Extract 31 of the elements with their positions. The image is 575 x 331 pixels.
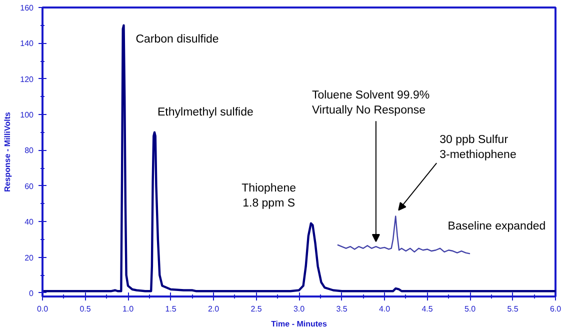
annotation: 30 ppb Sulfur 3-methiophene bbox=[440, 134, 516, 162]
x-tick-label: 4.5 bbox=[422, 304, 434, 314]
y-tick-label: 140 bbox=[20, 39, 34, 48]
x-tick-label: 1.5 bbox=[165, 304, 177, 314]
y-tick-label: 20 bbox=[24, 253, 34, 262]
annotation: Baseline expanded bbox=[448, 220, 546, 232]
x-tick-label: 5.0 bbox=[464, 304, 476, 314]
annotation: Carbon disulfide bbox=[136, 33, 219, 46]
x-tick-label: 3.0 bbox=[293, 304, 306, 314]
y-tick-label: 80 bbox=[24, 146, 34, 156]
x-tick-label: 1.0 bbox=[122, 304, 134, 314]
y-tick-label: 60 bbox=[24, 182, 34, 191]
y-tick-label: 160 bbox=[20, 4, 34, 12]
annotation: Thiophene 1.8 ppm S bbox=[242, 182, 296, 210]
y-tick-label: 120 bbox=[20, 74, 34, 84]
x-tick-label: 5.5 bbox=[507, 304, 519, 314]
annotation: Toluene Solvent 99.9% Virtually No Response bbox=[312, 90, 430, 117]
x-tick-label: 3.5 bbox=[336, 304, 348, 314]
x-tick-label: 2.0 bbox=[208, 304, 220, 314]
line-series bbox=[42, 24, 556, 292]
x-axis-title: Time - Minutes bbox=[271, 320, 328, 328]
y-tick-label: 0 bbox=[29, 288, 34, 298]
x-tick-label: 6.0 bbox=[550, 304, 562, 314]
x-tick-label: 2.5 bbox=[250, 304, 262, 314]
x-tick-label: 0.5 bbox=[80, 304, 92, 314]
x-tick-label: 4.0 bbox=[378, 304, 391, 314]
annotation: Ethylmethyl sulfide bbox=[158, 106, 254, 118]
x-tick-label: 0.0 bbox=[36, 304, 49, 314]
y-tick-label: 40 bbox=[24, 218, 34, 227]
y-axis-title: Response - MilliVolts bbox=[3, 112, 12, 192]
y-tick-label: 100 bbox=[20, 110, 34, 120]
